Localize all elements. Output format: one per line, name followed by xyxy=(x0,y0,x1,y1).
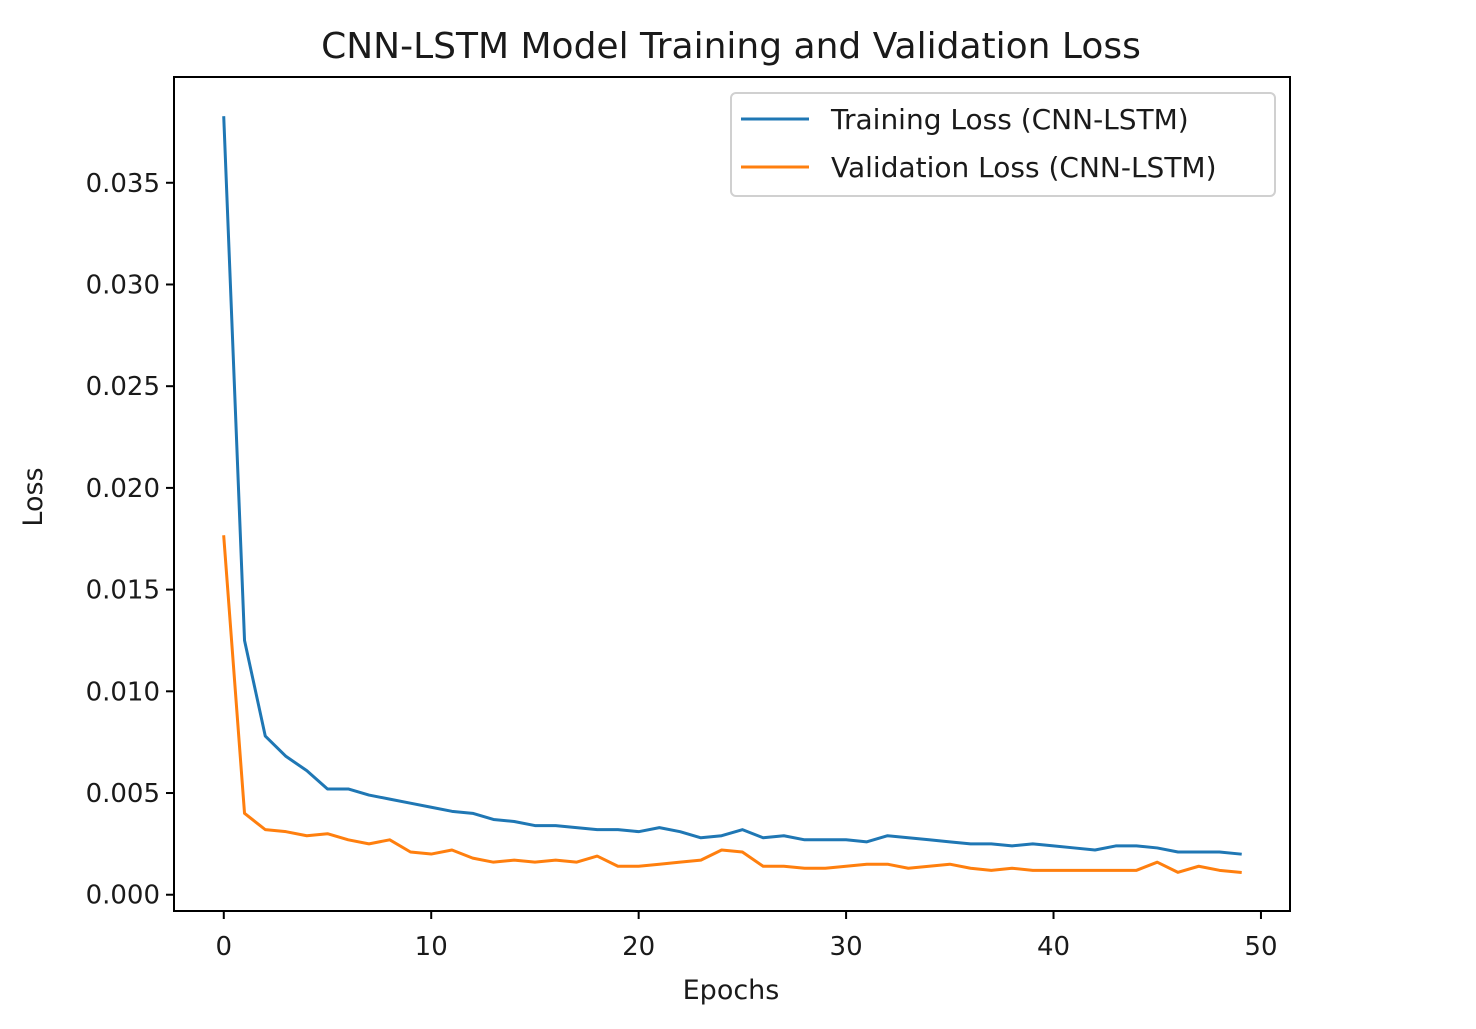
plot-frame xyxy=(173,76,1291,912)
y-tick-label: 0.015 xyxy=(86,576,160,606)
x-tick-label: 0 xyxy=(216,932,233,962)
legend-label: Validation Loss (CNN-LSTM) xyxy=(831,151,1217,184)
y-tick-label: 0.005 xyxy=(86,779,160,809)
x-tick-label: 30 xyxy=(830,932,863,962)
legend-box xyxy=(730,92,1276,197)
plot-area xyxy=(222,116,1242,874)
x-tick-label: 50 xyxy=(1244,932,1277,962)
series-line-training-loss xyxy=(222,116,1242,856)
series-line-validation-loss xyxy=(222,535,1242,874)
x-tick-label: 40 xyxy=(1037,932,1070,962)
y-tick-label: 0.035 xyxy=(86,169,160,199)
x-axis-label: Epochs xyxy=(683,975,780,1006)
y-axis-label: Loss xyxy=(18,467,49,526)
x-tick-label: 10 xyxy=(415,932,448,962)
y-tick-label: 0.010 xyxy=(86,677,160,707)
chart-title: CNN-LSTM Model Training and Validation L… xyxy=(321,26,1141,67)
y-tick-label: 0.020 xyxy=(86,474,160,504)
legend: Training Loss (CNN-LSTM) Validation Loss … xyxy=(730,92,1276,197)
legend-label: Training Loss (CNN-LSTM) xyxy=(830,103,1189,136)
x-tick-label: 20 xyxy=(622,932,655,962)
y-tick-label: 0.000 xyxy=(86,881,160,911)
y-tick-label: 0.030 xyxy=(86,270,160,300)
y-tick-label: 0.025 xyxy=(86,372,160,402)
